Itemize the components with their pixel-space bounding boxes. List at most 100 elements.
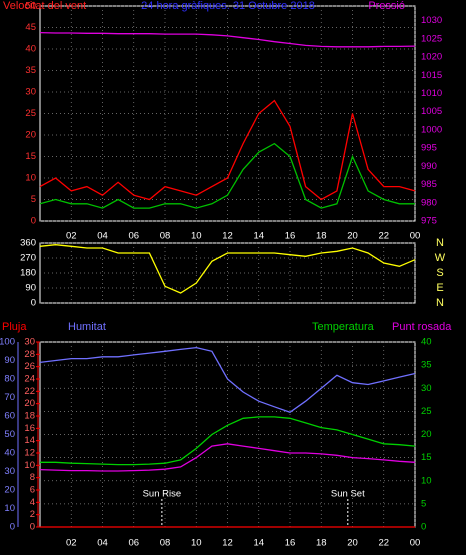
annotation-label: Sun Set: [331, 489, 365, 500]
y-tick-label: 30: [4, 466, 15, 477]
y-tick-label: 0: [31, 216, 36, 227]
y-tick-label: 60: [4, 411, 15, 422]
y2-tick-label: 40: [421, 337, 432, 348]
x-tick-label: 12: [222, 231, 233, 242]
x-tick-label: 16: [285, 538, 296, 549]
y-tick-label: 6: [30, 485, 35, 496]
y-tick-label: 180: [20, 268, 36, 279]
direction-label: S: [436, 267, 443, 279]
series-line: [39, 99, 416, 201]
y-tick-label: 20: [4, 485, 15, 496]
chart-title: 24 hora gràfiques. 31 Octubre 2018: [141, 0, 315, 12]
y-tick-label: 360: [20, 238, 36, 249]
x-tick-label: 08: [160, 231, 171, 242]
y2-tick-label: 1020: [421, 52, 442, 63]
series-line: [39, 31, 416, 48]
y-tick-label: 2: [30, 509, 35, 520]
x-tick-label: 10: [191, 538, 202, 549]
series-line: [40, 416, 416, 466]
y-tick-label: 45: [25, 22, 36, 33]
y2-tick-label: 35: [421, 360, 432, 371]
x-tick-label: 14: [253, 538, 264, 549]
y2-tick-label: 1005: [421, 106, 442, 117]
annotation-label: Sun Rise: [143, 489, 182, 500]
y-tick-label: 20: [25, 130, 36, 141]
legend-label: Humitat: [68, 321, 106, 333]
y-tick-label: 10: [25, 173, 36, 184]
x-tick-label: 14: [253, 231, 264, 242]
y-tick-label: 0: [30, 522, 35, 533]
y-tick-label: 20: [24, 398, 35, 409]
y-tick-label: 30: [24, 337, 35, 348]
y-tick-label: 25: [25, 108, 36, 119]
series-line: [39, 443, 416, 472]
series-line: [39, 346, 416, 414]
y2-tick-label: 30: [421, 383, 432, 394]
x-tick-label: 18: [316, 231, 327, 242]
y-tick-label: 40: [4, 448, 15, 459]
y-tick-label: 40: [25, 44, 36, 55]
y-tick-label: 90: [4, 355, 15, 366]
y-tick-label: 10: [4, 503, 15, 514]
y-tick-label: 100: [0, 337, 15, 348]
y2-tick-label: 10: [421, 475, 432, 486]
x-tick-label: 00: [410, 231, 421, 242]
x-tick-label: 22: [378, 231, 389, 242]
x-tick-label: 20: [347, 538, 358, 549]
x-tick-label: 20: [347, 231, 358, 242]
x-tick-label: 04: [97, 231, 108, 242]
y-tick-label: 26: [24, 361, 35, 372]
direction-label: N: [436, 237, 444, 249]
y-tick-label: 24: [24, 374, 35, 385]
y2-tick-label: 0: [421, 522, 426, 533]
direction-label: E: [436, 282, 443, 294]
y2-tick-label: 1000: [421, 124, 442, 135]
y2-tick-label: 1010: [421, 88, 442, 99]
y2-tick-label: 1030: [421, 15, 442, 26]
y-tick-label: 50: [25, 1, 36, 12]
y-tick-label: 0: [31, 298, 36, 309]
y2-tick-label: 995: [421, 143, 437, 154]
y2-tick-label: 975: [421, 216, 437, 227]
y-tick-label: 30: [25, 87, 36, 98]
y2-tick-label: 990: [421, 161, 437, 172]
y-tick-label: 10: [24, 460, 35, 471]
y-tick-label: 90: [25, 283, 36, 294]
y-axis-label: Velocitat del vent: [3, 0, 86, 12]
y2-axis-label: Pressió: [368, 0, 405, 12]
x-tick-label: 06: [128, 231, 139, 242]
y2-tick-label: 5: [421, 498, 426, 509]
y-tick-label: 14: [24, 435, 35, 446]
y-tick-label: 270: [20, 253, 36, 264]
x-tick-label: 02: [66, 231, 77, 242]
y-tick-label: 15: [25, 151, 36, 162]
x-tick-label: 06: [128, 538, 139, 549]
y-tick-label: 70: [4, 392, 15, 403]
x-tick-label: 04: [97, 538, 108, 549]
x-tick-label: 10: [191, 231, 202, 242]
legend-label: Pluja: [2, 321, 27, 333]
direction-label: W: [435, 252, 446, 264]
y-tick-label: 28: [24, 349, 35, 360]
y-tick-label: 35: [25, 65, 36, 76]
y-tick-label: 4: [30, 497, 35, 508]
series-line: [39, 142, 415, 209]
x-tick-label: 00: [410, 538, 421, 549]
y-tick-label: 5: [31, 194, 36, 205]
y-tick-label: 22: [24, 386, 35, 397]
y2-tick-label: 15: [421, 452, 432, 463]
x-tick-label: 18: [316, 538, 327, 549]
legend-label: Temperatura: [312, 321, 375, 333]
x-tick-label: 16: [285, 231, 296, 242]
y-tick-label: 8: [30, 472, 35, 483]
y-tick-label: 0: [10, 522, 15, 533]
y2-tick-label: 20: [421, 429, 432, 440]
y2-tick-label: 980: [421, 197, 437, 208]
y2-tick-label: 25: [421, 406, 432, 417]
x-tick-label: 08: [160, 538, 171, 549]
x-tick-label: 22: [378, 538, 389, 549]
y-tick-label: 16: [24, 423, 35, 434]
legend-label: Punt rosada: [392, 321, 452, 333]
